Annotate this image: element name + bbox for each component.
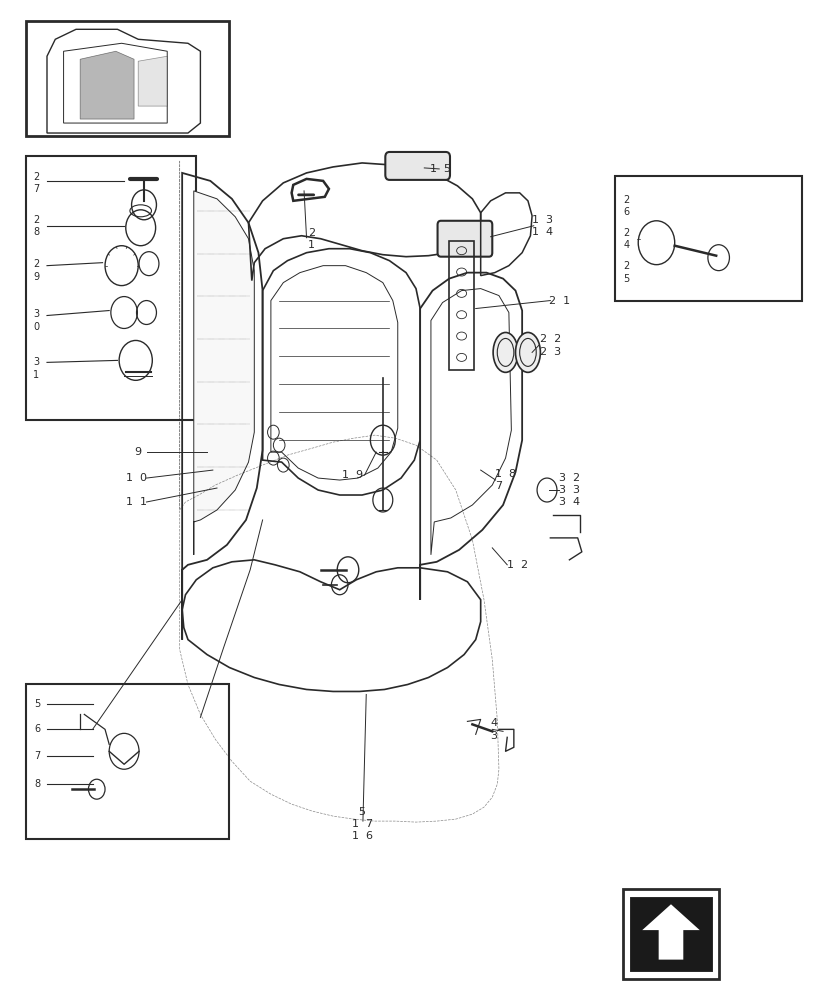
Text: 2
6: 2 6	[623, 195, 630, 217]
Text: 3
1: 3 1	[33, 357, 39, 380]
Text: 2
9: 2 9	[33, 259, 39, 282]
Text: 9: 9	[134, 447, 141, 457]
Text: 7: 7	[35, 751, 41, 761]
Bar	[630, 897, 712, 971]
Text: 5
1  7
1  6: 5 1 7 1 6	[352, 807, 373, 841]
Polygon shape	[194, 191, 255, 555]
Text: 8: 8	[35, 779, 41, 789]
Text: 3  2
3  3
3  4: 3 2 3 3 3 4	[558, 473, 580, 507]
Bar	[615, 176, 801, 301]
Polygon shape	[642, 904, 700, 960]
Text: 1  0: 1 0	[126, 473, 146, 483]
Text: 1  1: 1 1	[126, 497, 146, 507]
Bar	[630, 897, 712, 971]
Ellipse shape	[493, 332, 518, 372]
Text: 1  2: 1 2	[508, 560, 528, 570]
Text: 2  2
2  3: 2 2 2 3	[540, 334, 562, 357]
Text: 5: 5	[35, 699, 41, 709]
Text: 2
1: 2 1	[308, 228, 314, 250]
Text: 1  8
7: 1 8 7	[495, 469, 516, 491]
FancyBboxPatch shape	[385, 152, 450, 180]
Bar	[27, 21, 230, 136]
Text: 4
3: 4 3	[491, 718, 498, 741]
Text: 3
0: 3 0	[33, 309, 39, 332]
FancyBboxPatch shape	[438, 221, 493, 257]
Text: 2
5: 2 5	[623, 261, 630, 284]
Ellipse shape	[516, 332, 540, 372]
Bar	[27, 684, 230, 839]
Text: 1  3
1  4: 1 3 1 4	[532, 215, 553, 237]
Text: 2
7: 2 7	[33, 172, 39, 194]
Text: 1  9: 1 9	[342, 470, 363, 480]
Bar	[27, 156, 196, 420]
Bar	[623, 889, 719, 979]
Polygon shape	[634, 902, 708, 966]
Text: 2  1: 2 1	[548, 296, 570, 306]
Polygon shape	[138, 56, 167, 106]
Text: 2
8: 2 8	[33, 215, 39, 237]
Text: 2
4: 2 4	[623, 228, 630, 250]
Text: 6: 6	[35, 724, 41, 734]
Text: 1  5: 1 5	[430, 164, 452, 174]
Polygon shape	[80, 51, 134, 119]
